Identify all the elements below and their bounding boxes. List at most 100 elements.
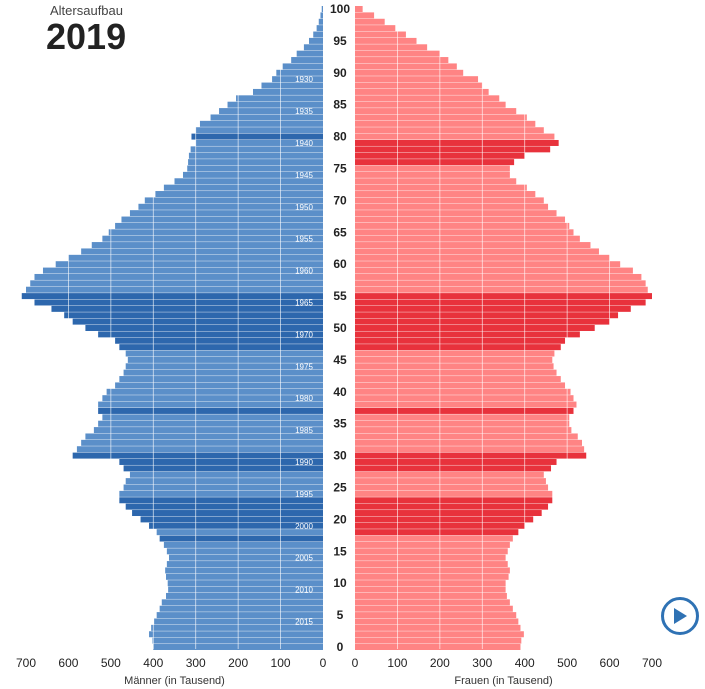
female-bar-age-87 (355, 88, 489, 95)
female-bar-age-63 (355, 242, 591, 249)
male-bar-age-82 (199, 120, 323, 127)
male-bar-age-60 (55, 261, 323, 268)
male-bar-age-63 (91, 242, 323, 249)
male-bar-age-81 (195, 127, 323, 134)
male-x-tick-700: 700 (16, 656, 36, 670)
female-bar-age-55 (355, 293, 652, 300)
male-bar-age-58 (34, 273, 323, 280)
male-bar-age-21 (132, 510, 323, 517)
age-tick-25: 25 (333, 481, 347, 495)
male-bar-age-16 (163, 541, 323, 548)
male-bar-age-23 (119, 497, 323, 504)
male-bar-age-10 (167, 580, 323, 587)
female-bar-age-15 (355, 548, 508, 555)
male-bar-age-11 (166, 573, 323, 580)
female-bar-age-71 (355, 191, 536, 198)
male-bar-age-66 (115, 222, 323, 229)
female-bar-age-23 (355, 497, 553, 504)
male-bar-age-71 (155, 191, 323, 198)
male-bar-age-90 (276, 69, 323, 76)
female-x-tick-700: 700 (642, 656, 662, 670)
male-bar-age-47 (119, 344, 323, 351)
male-x-tick-400: 400 (143, 656, 163, 670)
female-x-tick-500: 500 (557, 656, 577, 670)
female-bar-age-99 (355, 12, 375, 19)
male-bar-age-37 (98, 407, 323, 414)
age-tick-80: 80 (333, 130, 347, 144)
birth-year-2015: 2015 (295, 617, 313, 626)
female-bar-age-24 (355, 490, 553, 497)
male-bar-age-74 (182, 171, 323, 178)
birth-year-2000: 2000 (295, 522, 313, 531)
age-tick-70: 70 (333, 193, 347, 207)
female-bar-age-31 (355, 446, 585, 453)
female-bar-age-50 (355, 325, 595, 331)
male-bar-age-19 (149, 522, 323, 529)
age-tick-10: 10 (333, 576, 347, 590)
male-bar-age-69 (138, 203, 323, 210)
female-bar-age-60 (355, 261, 621, 268)
male-bar-age-89 (272, 76, 323, 83)
female-bar-age-73 (355, 178, 517, 185)
male-bar-age-4 (154, 618, 323, 625)
female-bar-age-79 (355, 139, 559, 146)
male-bar-age-59 (42, 267, 323, 274)
male-bar-age-94 (303, 44, 323, 51)
female-axis-label: Frauen (in Tausend) (454, 675, 552, 687)
play-icon (674, 608, 687, 624)
female-bar-age-45 (355, 356, 553, 363)
female-bar-age-36 (355, 414, 570, 421)
female-bar-age-40 (355, 388, 571, 395)
age-tick-5: 5 (337, 608, 344, 622)
male-bar-age-25 (123, 484, 323, 491)
female-bar-age-26 (355, 478, 546, 485)
male-bar-age-33 (85, 433, 324, 440)
female-bar-age-3 (355, 624, 521, 631)
chart-year: 2019 (46, 16, 127, 57)
birth-year-1995: 1995 (295, 490, 313, 499)
female-bar-age-29 (355, 458, 557, 465)
male-x-tick-500: 500 (101, 656, 121, 670)
female-bar-age-8 (355, 592, 507, 599)
female-bar-age-27 (355, 471, 544, 478)
male-bar-age-51 (72, 318, 324, 325)
birth-year-1945: 1945 (295, 171, 313, 180)
female-bar-age-48 (355, 337, 566, 344)
female-bar-age-6 (355, 605, 513, 612)
female-x-tick-0: 0 (352, 656, 359, 670)
age-tick-100: 100 (330, 2, 350, 16)
male-bar-age-12 (165, 567, 323, 574)
female-bar-age-56 (355, 286, 648, 293)
male-bar-age-5 (156, 612, 323, 619)
age-tick-40: 40 (333, 385, 347, 399)
age-axis: 0 5 10 15 20 25 30 35 40 45 50 55 60 65 70 75 80 85 90 95 10… (330, 2, 350, 654)
female-bar-age-17 (355, 535, 513, 542)
play-button[interactable] (661, 597, 699, 635)
female-bar-age-22 (355, 503, 549, 510)
female-bar-age-28 (355, 465, 552, 472)
female-bar-age-76 (355, 159, 515, 166)
female-bar-age-80 (355, 133, 555, 140)
female-bar-age-91 (355, 63, 457, 70)
female-bar-age-64 (355, 235, 580, 242)
female-bar-age-37 (355, 407, 574, 414)
female-bar-age-88 (355, 82, 483, 89)
female-bar-age-43 (355, 369, 557, 376)
male-bar-age-24 (119, 490, 323, 497)
female-bar-age-83 (355, 114, 527, 121)
female-bar-age-59 (355, 267, 633, 274)
female-bar-age-0 (355, 644, 521, 650)
male-bar-age-85 (227, 101, 323, 108)
female-bar-age-96 (355, 31, 406, 38)
female-bars (355, 6, 652, 650)
chart-subtitle: Altersaufbau (50, 3, 123, 18)
birth-year-1930: 1930 (295, 75, 313, 84)
female-bar-age-53 (355, 305, 631, 312)
birth-year-labels: 2015 2010 2005 2000 1995 1990 1985 1980 1975 1970… (295, 75, 313, 626)
male-bar-age-56 (26, 286, 323, 293)
female-bar-age-68 (355, 210, 557, 217)
age-tick-30: 30 (333, 449, 347, 463)
birth-year-1955: 1955 (295, 235, 313, 244)
male-bar-age-48 (115, 337, 323, 344)
male-bar-age-76 (188, 159, 323, 166)
